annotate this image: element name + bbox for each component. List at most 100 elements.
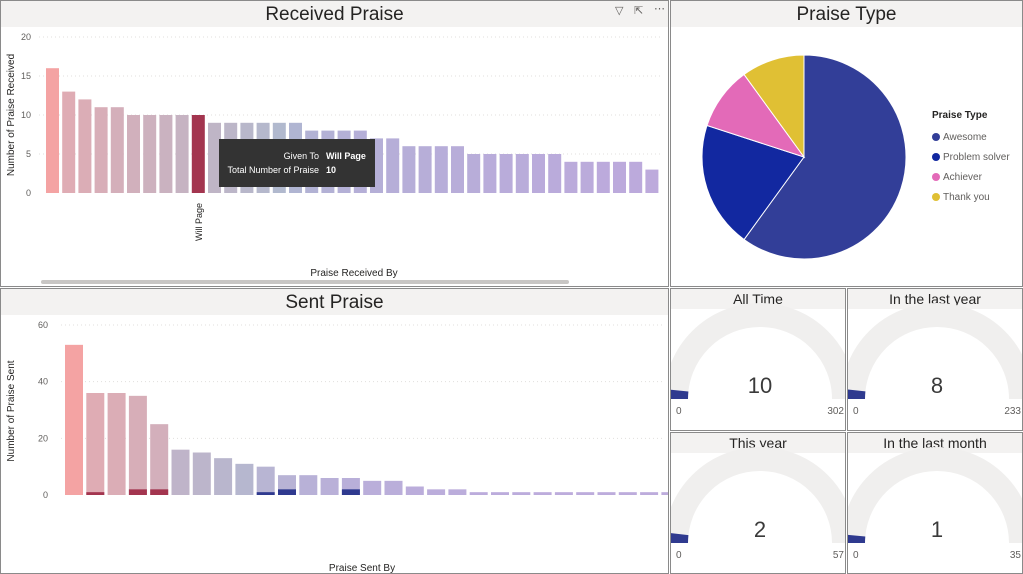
received-y-axis-title: Number of Praise Received (6, 54, 17, 176)
bar (467, 154, 481, 193)
gauge-max: 35 (1010, 550, 1022, 561)
sent-x-axis-title: Praise Sent By (329, 563, 395, 573)
gauge-track (671, 447, 845, 544)
bar-tooltip: Given To Will Page Total Number of Prais… (219, 139, 375, 187)
bar (235, 463, 254, 495)
bar (143, 115, 157, 193)
bar (469, 492, 488, 495)
bar (618, 492, 637, 495)
legend-item-problem-solver[interactable]: Problem solver (932, 147, 1010, 167)
filter-icon[interactable]: ▽ (615, 5, 624, 17)
y-tick-label: 20 (38, 433, 48, 443)
y-tick-label: 10 (21, 110, 31, 120)
legend-item-thank-you[interactable]: Thank you (932, 187, 1010, 207)
legend-dot-icon (932, 153, 940, 161)
bar (86, 393, 105, 495)
gauge-dial: 8 0 233 (848, 303, 1022, 417)
bar (597, 492, 616, 495)
bar-highlight (86, 492, 105, 495)
gauge-min: 0 (676, 406, 682, 417)
bar-highlight (128, 489, 147, 495)
tooltip-given-to-label: Given To (283, 151, 319, 161)
bar (499, 154, 513, 193)
bar (554, 492, 573, 495)
bar (320, 478, 339, 495)
legend-item-achiever[interactable]: Achiever (932, 167, 1010, 187)
legend-label: Awesome (943, 131, 987, 143)
bar-highlight (278, 489, 296, 495)
legend-label: Thank you (943, 191, 990, 203)
bar (564, 161, 578, 193)
legend-label: Achiever (943, 171, 982, 183)
bar (159, 115, 173, 193)
bar (645, 169, 659, 193)
bar (46, 68, 59, 193)
pie-slice (743, 54, 805, 159)
bar (491, 492, 509, 495)
gauge-max: 233 (1004, 406, 1021, 417)
bar (78, 99, 92, 193)
gauge-dial: 2 0 57 (671, 447, 845, 561)
praise-type-legend: Praise Type Awesome Problem solver Achie… (932, 110, 1010, 207)
gauge-value: 1 (931, 517, 943, 542)
gauge-dial: 10 0 302 (671, 303, 845, 417)
sent-y-axis-title: Number of Praise Sent (6, 360, 17, 461)
gauge-max: 57 (833, 550, 845, 561)
received-scrollbar[interactable] (41, 280, 569, 284)
gauge-value: 8 (931, 373, 943, 398)
pie-slice (701, 124, 805, 241)
bar-highlight (150, 489, 169, 495)
bar (548, 154, 562, 193)
y-tick-label: 0 (26, 188, 31, 198)
gauge-dial: 1 0 35 (848, 447, 1022, 561)
tooltip-total-value: 10 (326, 165, 337, 175)
received-praise-title-bar: Received Praise (1, 1, 668, 27)
bar (171, 449, 190, 495)
gauge-title: This year (671, 433, 845, 453)
received-praise-title: Received Praise (265, 4, 404, 25)
bar (596, 161, 610, 193)
gauge-min: 0 (853, 550, 859, 561)
y-tick-label: 0 (43, 490, 48, 500)
gauge-last-year[interactable]: In the last year 8 0 233 (847, 288, 1023, 431)
sent-praise-visual[interactable]: Sent Praise Number of Praise Sent Praise… (0, 288, 669, 574)
bar (65, 344, 83, 495)
bar (405, 486, 424, 495)
praise-type-visual[interactable]: Praise Type (670, 0, 1023, 287)
gauge-track (848, 447, 1022, 544)
gauge-value: 10 (748, 373, 772, 398)
gauge-this-year[interactable]: This year 2 0 57 (670, 432, 846, 574)
gauge-all-time[interactable]: All Time 10 0 302 (670, 288, 846, 431)
bar (515, 154, 529, 193)
bar (613, 161, 626, 193)
bar (384, 480, 403, 495)
bar (629, 161, 643, 193)
bar (191, 115, 205, 193)
received-x-axis-title: Praise Received By (310, 268, 397, 279)
bar (150, 424, 169, 495)
gauge-track (671, 303, 845, 400)
more-options-icon[interactable]: ⋯ (654, 3, 665, 15)
gauge-title: All Time (671, 289, 845, 309)
bar (402, 146, 416, 193)
bar (94, 107, 108, 193)
bar (427, 489, 446, 495)
gauge-min: 0 (676, 550, 682, 561)
pie-slice (743, 54, 907, 260)
legend-title: Praise Type (932, 110, 988, 121)
focus-mode-icon[interactable]: ⇱ (634, 5, 644, 17)
bar (62, 91, 76, 193)
tooltip-total-label: Total Number of Praise (227, 165, 319, 175)
bar (418, 146, 432, 193)
bar (386, 138, 400, 193)
gauge-last-month[interactable]: In the last month 1 0 35 (847, 432, 1023, 574)
y-tick-label: 40 (38, 377, 48, 387)
gauge-value: 2 (754, 517, 766, 542)
received-praise-visual[interactable]: Received Praise ▽ ⇱ ⋯ Number of Praise R… (0, 0, 669, 287)
bar (448, 489, 467, 495)
legend-dot-icon (932, 193, 940, 201)
legend-item-awesome[interactable]: Awesome (932, 127, 1010, 147)
y-tick-label: 5 (26, 149, 31, 159)
gauge-title: In the last year (848, 289, 1022, 309)
sent-praise-title: Sent Praise (285, 292, 384, 313)
